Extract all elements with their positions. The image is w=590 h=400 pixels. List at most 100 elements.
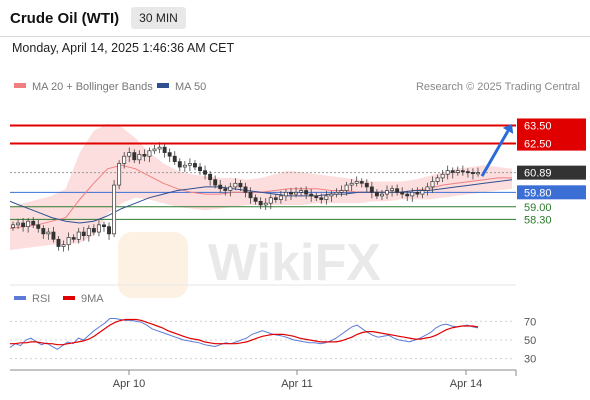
candle-body <box>339 190 344 193</box>
x-tick-label: Apr 11 <box>281 378 313 390</box>
candle <box>56 236 61 251</box>
candle-body <box>132 152 137 161</box>
candle-body <box>278 195 283 200</box>
candle <box>309 189 314 202</box>
candle <box>420 187 425 199</box>
candle-body <box>465 171 470 174</box>
candle-body <box>253 197 258 202</box>
candle-body <box>122 155 127 164</box>
candle <box>31 217 36 229</box>
candle-body <box>157 146 162 150</box>
candle-body <box>187 163 192 166</box>
candle-body <box>86 228 91 237</box>
candle-body <box>415 191 420 195</box>
candle <box>26 217 31 233</box>
candle <box>334 188 339 198</box>
candle <box>203 165 208 180</box>
candle-body <box>61 244 66 247</box>
candle <box>182 161 187 173</box>
candle-body <box>102 224 106 227</box>
candle <box>263 198 268 211</box>
candle-body <box>213 179 218 186</box>
candle-body <box>31 220 36 226</box>
candle-body <box>147 150 152 157</box>
candle-body <box>208 173 213 181</box>
candle <box>167 148 172 163</box>
candle <box>51 227 56 243</box>
candle <box>228 182 233 197</box>
candle-body <box>476 172 480 175</box>
candle <box>339 185 344 197</box>
candle <box>142 149 147 162</box>
watermark-logo-icon <box>118 232 188 298</box>
candle-body <box>162 146 167 153</box>
candle-body <box>374 191 379 197</box>
level-label-bg-62.50 <box>517 136 586 151</box>
candle-body <box>51 231 56 240</box>
candle <box>258 197 263 210</box>
candle-body <box>369 186 374 193</box>
candle <box>238 180 243 192</box>
candle-body <box>182 164 187 168</box>
timeframe-badge[interactable]: 30 MIN <box>131 7 186 29</box>
candle <box>137 150 142 164</box>
candle-body <box>319 197 324 200</box>
candle <box>349 179 354 192</box>
candle-body <box>81 231 86 237</box>
candle-body <box>248 191 253 199</box>
level-label-59.00: 59.00 <box>524 202 552 214</box>
candle-body <box>11 224 15 228</box>
forecast-arrow <box>480 123 514 177</box>
candle-body <box>299 190 304 193</box>
candle-body <box>420 190 425 195</box>
candle <box>294 187 298 198</box>
header: Crude Oil (WTI) 30 MIN <box>0 0 590 36</box>
candle <box>96 219 101 237</box>
x-axis: Apr 10 Apr 11 Apr 14 <box>10 369 517 390</box>
candle <box>476 167 480 177</box>
watermark: WikiFX <box>118 232 381 298</box>
rsi-line <box>9 318 479 350</box>
level-label-62.50: 62.50 <box>524 139 552 151</box>
candle <box>410 188 415 202</box>
header-divider <box>0 36 590 37</box>
candle <box>208 171 213 186</box>
x-tick-label: Apr 14 <box>450 378 482 390</box>
candle <box>455 166 460 176</box>
candle <box>369 181 374 199</box>
candle <box>385 185 389 200</box>
candle-body <box>56 238 61 247</box>
candle-body <box>460 170 465 173</box>
candle <box>440 170 445 183</box>
candle <box>390 185 395 197</box>
candle <box>71 234 76 243</box>
candle <box>21 217 26 232</box>
level-label-bg-59.80 <box>517 185 586 200</box>
candle <box>81 227 86 241</box>
forecast-arrow-shaft <box>480 130 510 177</box>
candle-body <box>16 222 21 226</box>
candle <box>289 188 293 201</box>
instrument-title: Crude Oil (WTI) <box>10 9 120 27</box>
candle <box>162 143 167 158</box>
candle-body <box>76 231 81 240</box>
rsi-legend-swatch <box>14 296 26 300</box>
candle <box>152 144 157 155</box>
level-label-63.50: 63.50 <box>524 120 552 132</box>
candle <box>278 190 283 204</box>
candle-body <box>137 154 142 161</box>
candle <box>435 174 440 185</box>
candle-body <box>36 224 41 229</box>
candle-body <box>172 155 177 162</box>
candle <box>470 168 475 180</box>
candle-body <box>96 224 101 233</box>
candle-body <box>243 186 248 193</box>
candle <box>299 187 304 197</box>
rsi-panel: 70 50 30 <box>9 316 536 366</box>
candle-body <box>445 170 450 175</box>
candle-body <box>228 186 233 191</box>
ma50-legend-swatch <box>157 83 169 88</box>
candle <box>465 168 470 178</box>
candle <box>218 180 223 193</box>
candle-body <box>258 201 263 206</box>
